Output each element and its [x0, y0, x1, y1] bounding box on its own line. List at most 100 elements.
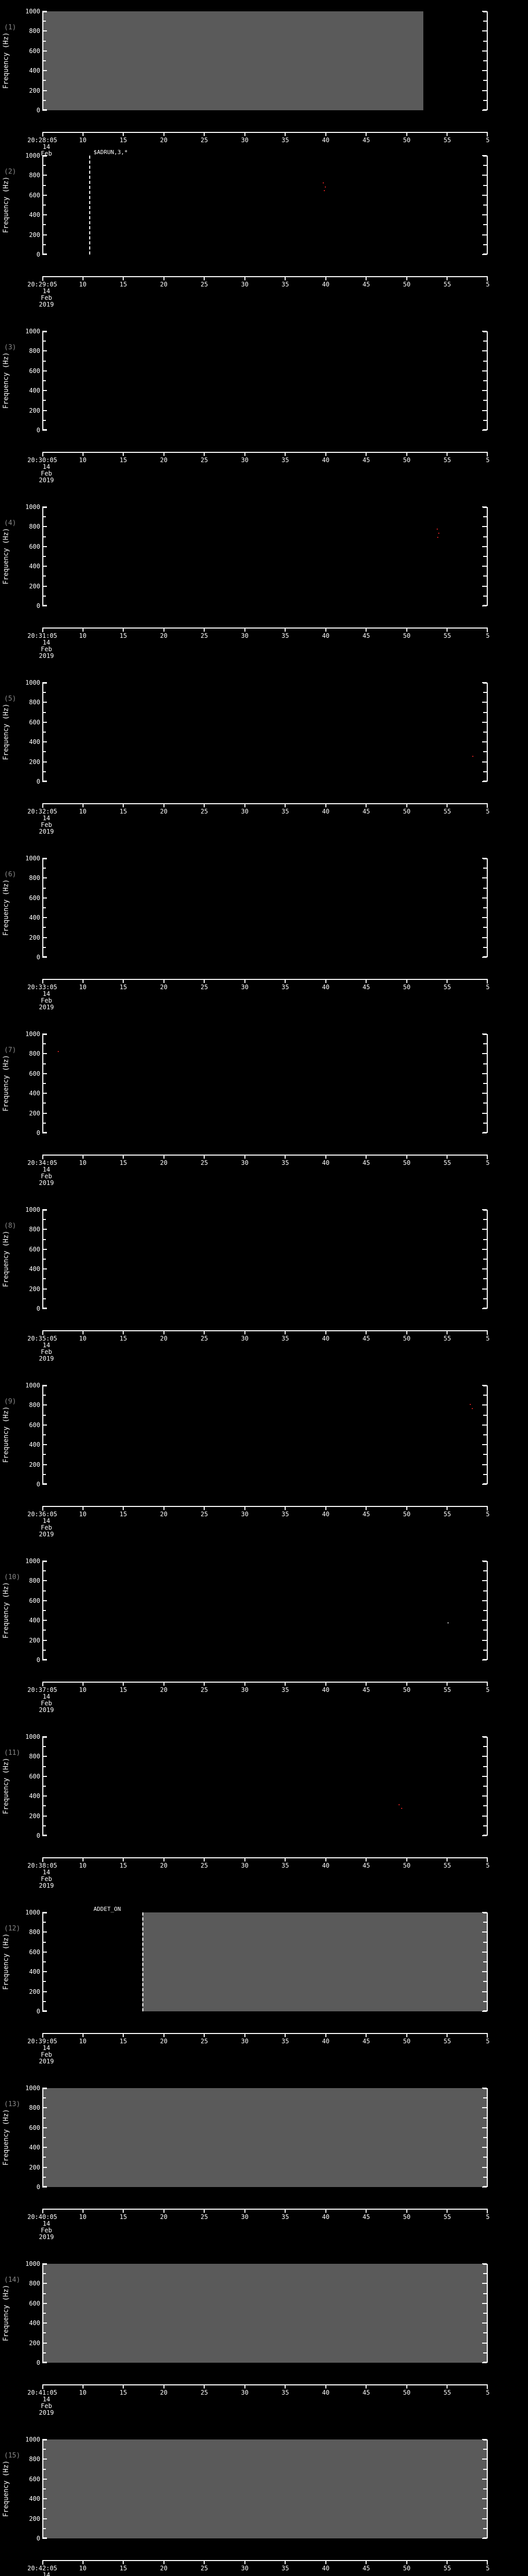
y-tick-label: 200: [29, 406, 40, 414]
date-month: Feb: [41, 2051, 52, 2058]
x-tick: [123, 452, 124, 456]
x-tick-label: 50: [403, 1159, 411, 1166]
right-tick-major: [482, 1736, 487, 1737]
x-axis-cap-right: [487, 452, 488, 456]
date-day: 14: [42, 2220, 51, 2227]
x-tick-label: 15: [119, 632, 127, 639]
x-tick: [163, 803, 164, 807]
x-tick: [366, 628, 367, 632]
right-tick-minor: [483, 1278, 487, 1280]
date-month: Feb: [41, 1875, 52, 1883]
right-tick-major: [482, 741, 487, 743]
x-tick: [406, 132, 407, 136]
right-tick-major: [482, 2478, 487, 2480]
x-tick-label: 20:30:05: [27, 456, 57, 464]
x-tick-label: 5: [486, 1159, 490, 1166]
right-tick-major: [482, 1385, 487, 1386]
right-tick-major: [482, 1484, 487, 1485]
x-tick: [285, 1682, 286, 1686]
x-tick: [123, 1506, 124, 1510]
y-tick-minor: [42, 40, 46, 42]
x-tick-label: 35: [282, 1335, 289, 1342]
x-tick-label: 40: [322, 1686, 330, 1693]
x-tick: [204, 2033, 205, 2037]
x-tick: [82, 2209, 84, 2213]
y-tick-major: [42, 2088, 47, 2089]
x-tick: [163, 2384, 164, 2388]
x-axis-cap-left: [42, 628, 43, 632]
y-tick-label: 1000: [25, 679, 40, 686]
y-tick-minor: [42, 595, 46, 597]
right-tick-minor: [483, 80, 487, 81]
x-tick: [447, 452, 448, 456]
date-year: 2019: [39, 652, 54, 659]
x-tick-label: 5: [486, 2213, 490, 2221]
date-day: 14: [42, 1166, 51, 1173]
x-tick: [406, 1682, 407, 1686]
x-tick: [285, 628, 286, 632]
panel-index-label: (5): [4, 695, 16, 703]
y-tick-minor: [42, 1103, 46, 1104]
y-tick-major: [42, 682, 47, 683]
date-day: 14: [42, 990, 51, 997]
x-tick-label: 55: [443, 1862, 451, 1869]
y-tick-minor: [42, 751, 46, 753]
y-tick-major: [42, 1659, 47, 1660]
y-tick-label: 600: [29, 2124, 40, 2131]
x-tick: [244, 1330, 245, 1334]
x-tick-label: 10: [79, 632, 87, 639]
y-axis-cap-top: [42, 2088, 47, 2089]
x-tick: [123, 2033, 124, 2037]
x-axis-spine: [42, 803, 488, 808]
right-tick-major: [482, 1795, 487, 1797]
spectrogram-fill: [42, 11, 423, 110]
right-tick-major: [482, 214, 487, 216]
x-tick-label: 10: [79, 2213, 87, 2221]
plot-area: [42, 507, 488, 606]
plot-area: [42, 683, 488, 782]
x-tick-label: 10: [79, 456, 87, 464]
right-tick-major: [482, 254, 487, 255]
right-tick-major: [482, 350, 487, 352]
x-tick-label: 50: [403, 137, 411, 144]
right-tick-minor: [483, 224, 487, 226]
x-tick: [447, 803, 448, 807]
x-tick: [82, 276, 84, 280]
x-tick-label: 35: [282, 2565, 289, 2572]
x-tick-label: 15: [119, 2565, 127, 2572]
spectrogram-panel: $ADRUN,3,* 1000 800 600 400 200 0 Frequency (Hz…: [0, 149, 528, 331]
date-year: 2019: [39, 301, 54, 308]
x-tick: [244, 276, 245, 280]
x-tick-label: 50: [403, 281, 411, 288]
right-axis-spine: [483, 858, 488, 957]
x-tick-label: 35: [282, 808, 289, 815]
y-tick-label: 1000: [25, 1733, 40, 1740]
x-tick: [325, 1155, 326, 1159]
x-tick: [285, 2384, 286, 2388]
x-tick: [204, 2560, 205, 2564]
x-tick-label: 50: [403, 632, 411, 639]
right-tick-minor: [483, 2468, 487, 2470]
x-tick: [244, 803, 245, 807]
right-tick-minor: [483, 1630, 487, 1631]
x-tick: [406, 979, 407, 983]
y-tick-major: [42, 1112, 47, 1114]
y-tick-major: [42, 761, 47, 762]
y-tick-major: [42, 234, 47, 235]
x-tick-label: 40: [322, 1862, 330, 1869]
x-tick-label: 50: [403, 1511, 411, 1518]
x-tick: [285, 1330, 286, 1334]
y-tick-minor: [42, 1473, 46, 1475]
right-tick-major: [482, 2538, 487, 2539]
x-tick: [244, 1857, 245, 1861]
x-tick: [325, 2384, 326, 2388]
date-day: 14: [42, 2571, 51, 2576]
y-tick-label: 1000: [25, 1206, 40, 1213]
y-tick-minor: [42, 1981, 46, 1982]
y-tick-major: [42, 410, 47, 411]
x-tick-label: 15: [119, 281, 127, 288]
x-tick: [123, 803, 124, 807]
right-tick-major: [482, 2166, 487, 2168]
y-tick-label: 400: [29, 1441, 40, 1449]
